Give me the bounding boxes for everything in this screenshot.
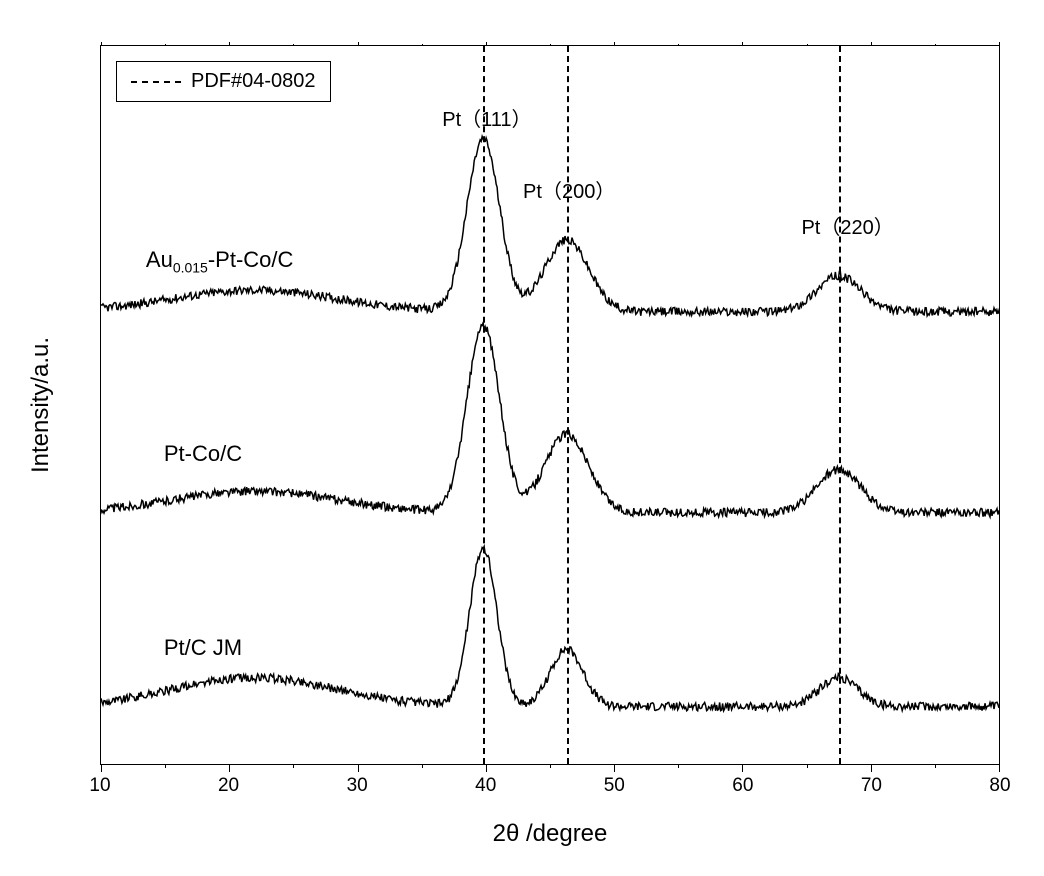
x-tick-label: 50 <box>604 775 625 797</box>
series-label: Pt-Co/C <box>164 441 242 467</box>
x-tick-label: 80 <box>989 775 1010 797</box>
series-label: Pt/C JM <box>164 635 242 661</box>
legend: PDF#04-0802 <box>116 61 331 102</box>
xrd-figure: PDF#04-0802 Pt（111） Pt（200） Pt（220） Au0.01… <box>0 0 1044 876</box>
xrd-trace <box>101 546 999 710</box>
peak-label: Pt（220） <box>801 211 893 240</box>
y-axis-label: Intensity/a.u. <box>27 337 55 473</box>
legend-dash-icon <box>131 81 181 83</box>
plot-area: PDF#04-0802 Pt（111） Pt（200） Pt（220） Au0.01… <box>100 45 1000 765</box>
x-axis-label-text: 2θ /degree <box>493 820 608 847</box>
x-tick-label: 60 <box>732 775 753 797</box>
x-tick-label: 40 <box>475 775 496 797</box>
series-label: Au0.015-Pt-Co/C <box>146 247 294 275</box>
peak-label: Pt（200） <box>523 175 615 204</box>
peak-label: Pt（111） <box>442 103 531 132</box>
x-tick-label: 70 <box>861 775 882 797</box>
x-tick-label: 20 <box>218 775 239 797</box>
xrd-trace <box>101 323 999 517</box>
x-axis-label: 2θ /degree <box>493 820 608 848</box>
x-tick-label: 30 <box>347 775 368 797</box>
x-tick-label: 10 <box>89 775 110 797</box>
legend-label: PDF#04-0802 <box>191 70 316 93</box>
